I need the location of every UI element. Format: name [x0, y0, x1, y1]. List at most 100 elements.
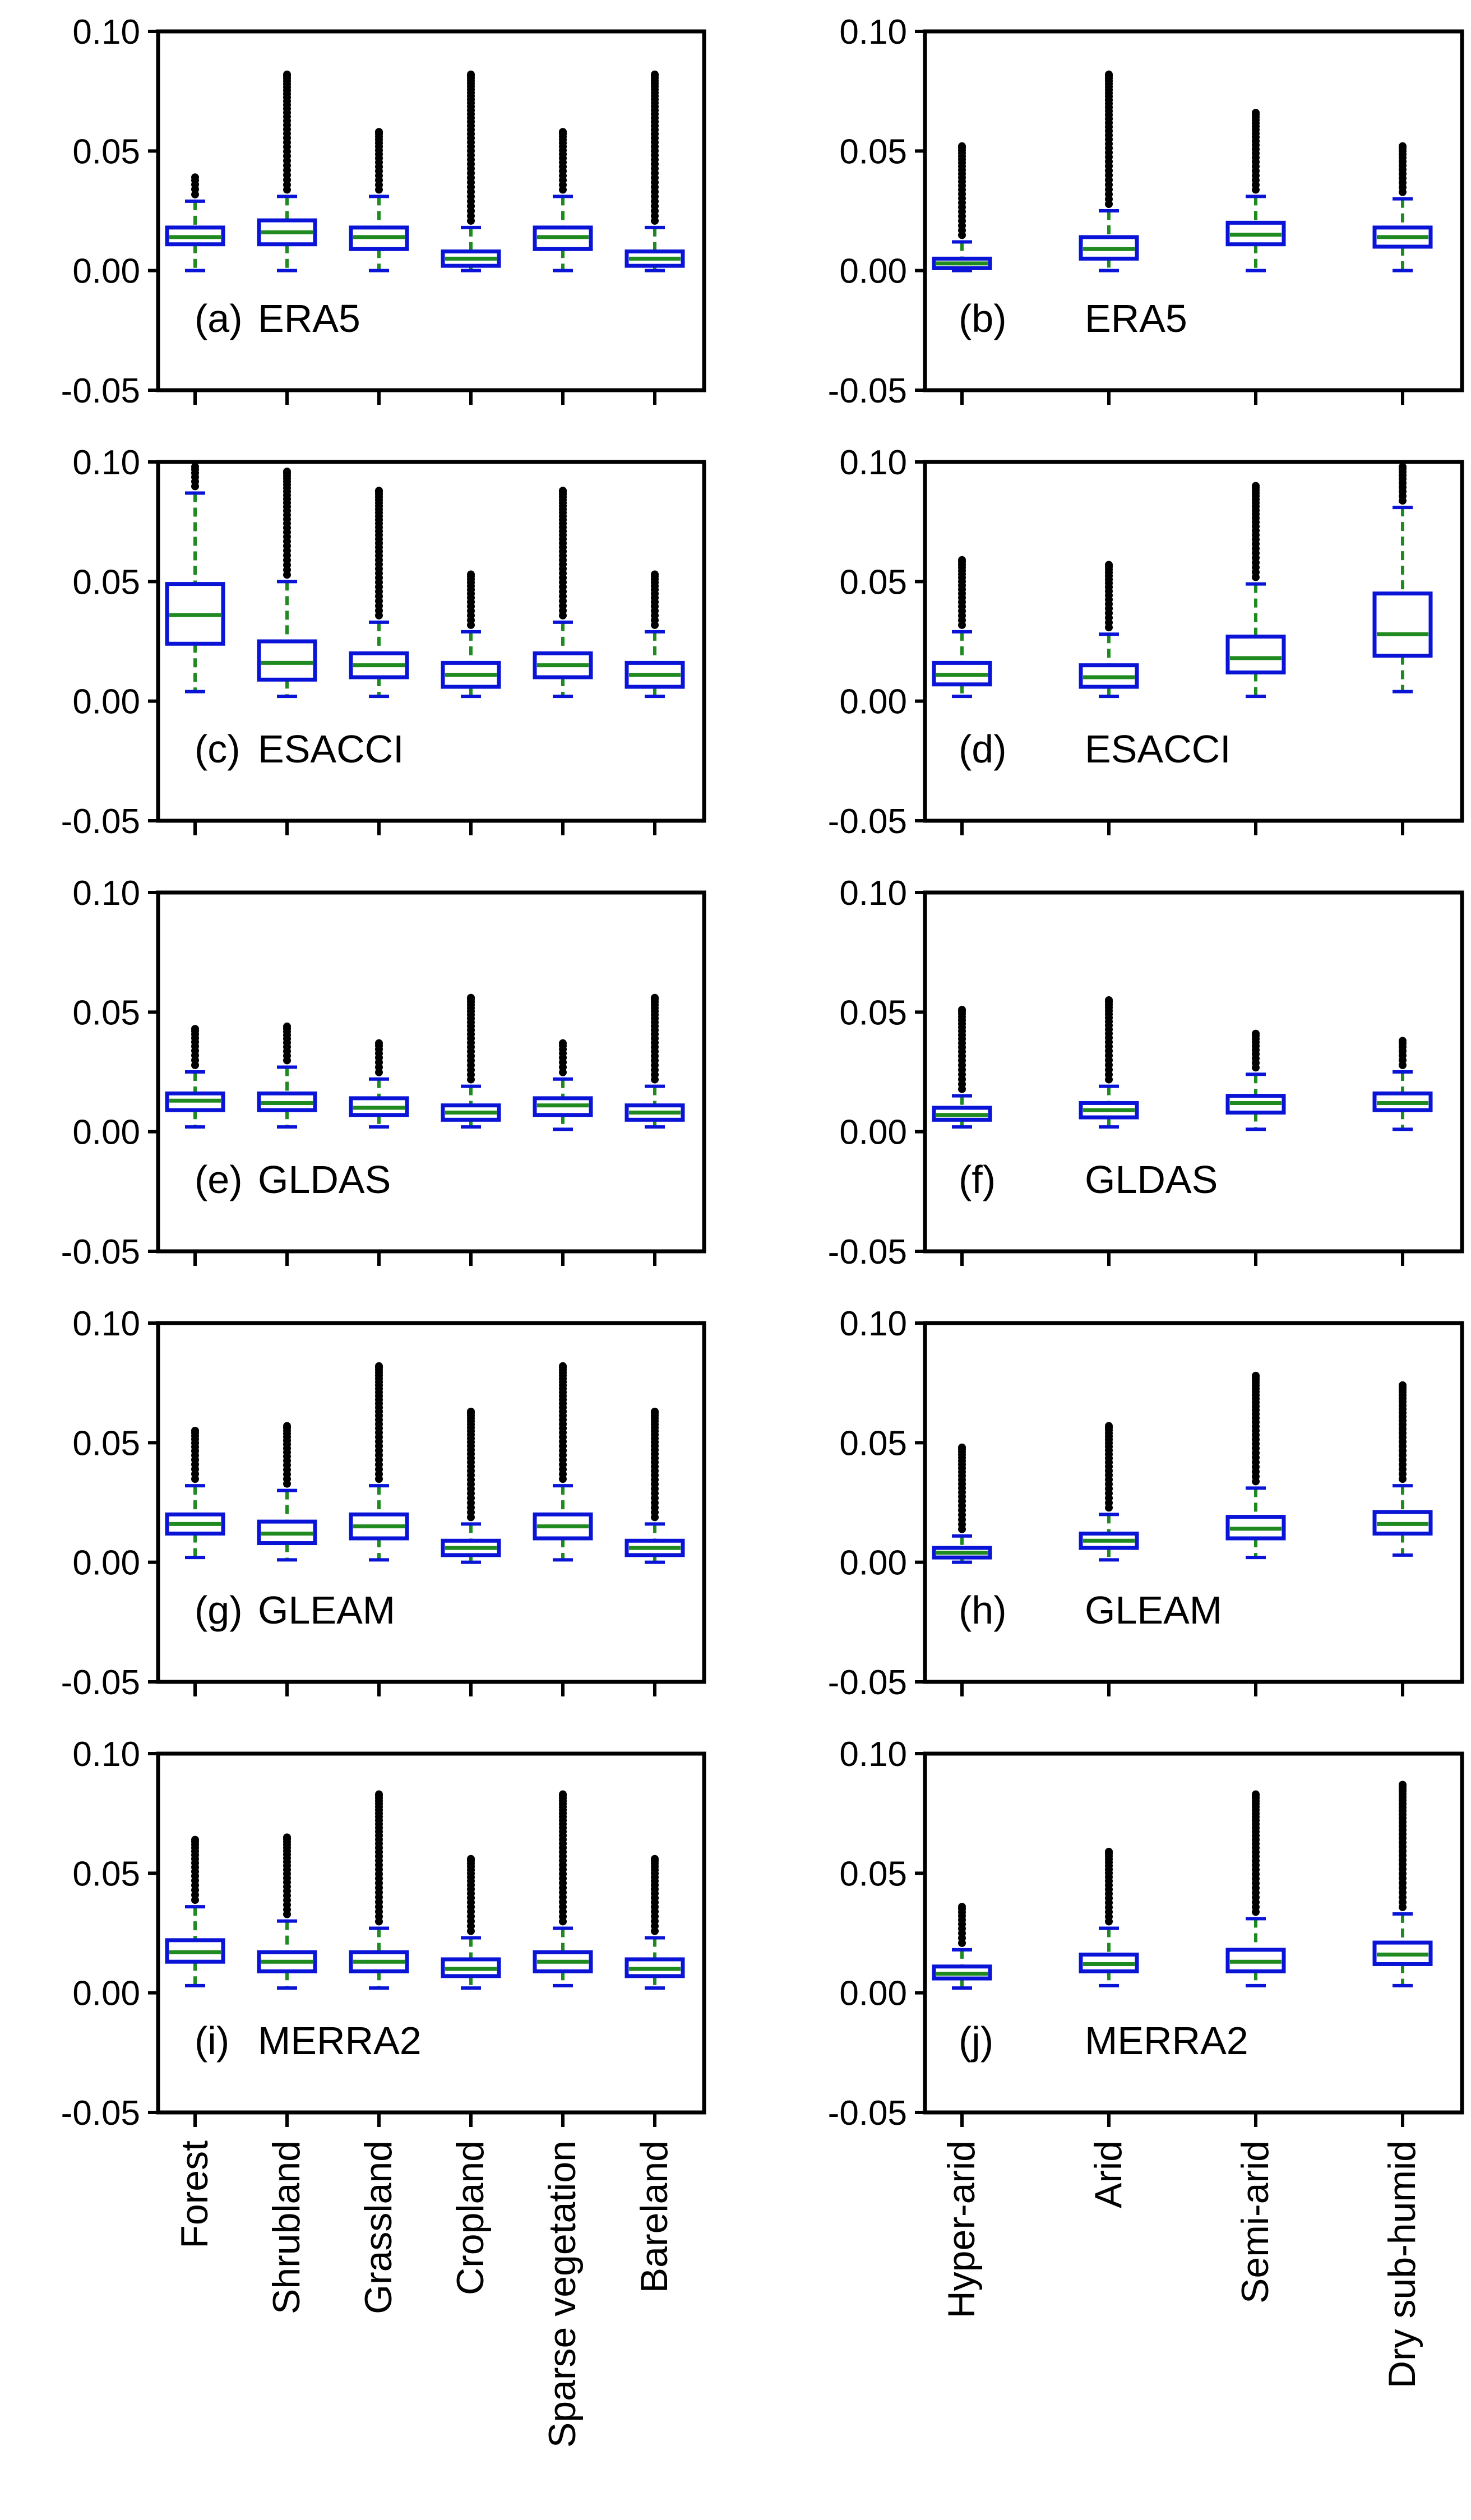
category-label-forest: Forest	[173, 2140, 216, 2249]
panel-i: 0.10 0.05 0.00 -0.05 (i) MERRA2	[61, 1735, 706, 2133]
plot-frame	[156, 1321, 706, 1684]
box-arid	[1079, 996, 1139, 1129]
outlier-point	[651, 1927, 659, 1935]
panel-letter: (j)	[959, 2019, 993, 2063]
panel-a: 0.10 0.05 0.00 -0.05 (a) ERA5	[61, 13, 706, 410]
box-grassland	[349, 1790, 409, 1990]
plot-frame	[923, 1751, 1464, 2115]
panel-letter: (f)	[959, 1158, 996, 1201]
panel-dataset-name: GLEAM	[1085, 1588, 1222, 1632]
outlier-point	[958, 621, 966, 629]
y-tick-label: 0.00	[839, 1544, 907, 1583]
y-tick-label: -0.05	[828, 1663, 907, 1702]
box-forest	[165, 1427, 225, 1560]
panel-dataset-name: MERRA2	[1085, 2019, 1248, 2063]
y-tick-label: 0.00	[72, 683, 140, 722]
y-tick-label: 0.10	[839, 1305, 907, 1343]
panel-b: 0.10 0.05 0.00 -0.05 (b) ERA5	[828, 13, 1464, 410]
box-dry-sub-humid	[1372, 1781, 1433, 1987]
category-label-arid: Arid	[1087, 2140, 1130, 2208]
outlier-point	[191, 190, 199, 198]
box-grassland	[349, 1362, 409, 1562]
panel-e: 0.10 0.05 0.00 -0.05 (e) GLDAS	[61, 874, 706, 1271]
panel-dataset-name: ESACCI	[258, 727, 404, 771]
outlier-point	[375, 1068, 383, 1076]
box-cropland	[441, 70, 501, 272]
outlier-point	[651, 621, 659, 629]
outlier-point	[651, 1075, 659, 1084]
plot-frame	[923, 29, 1464, 392]
outlier-point	[1399, 1061, 1407, 1069]
y-tick-label: 0.10	[72, 1735, 140, 1774]
y-tick-label: 0.00	[839, 683, 907, 722]
y-tick-label: 0.05	[72, 563, 140, 602]
outlier-point	[191, 1061, 199, 1069]
box-shrubland	[257, 70, 317, 272]
iqr-box	[1372, 591, 1433, 658]
box-grassland	[349, 1039, 409, 1129]
y-tick-label: -0.05	[828, 802, 907, 841]
category-label-cropland: Cropland	[449, 2140, 492, 2295]
box-bareland	[625, 70, 685, 272]
y-tick-label: 0.10	[839, 443, 907, 482]
y-tick-label: 0.10	[839, 13, 907, 52]
outlier-point	[467, 621, 475, 629]
box-arid	[1079, 70, 1139, 272]
box-hyper-arid	[932, 1006, 992, 1129]
box-semi-arid	[1225, 1371, 1286, 1560]
outlier-point	[559, 1917, 567, 1926]
panel-dataset-name: GLDAS	[258, 1158, 391, 1201]
outlier-point	[283, 571, 291, 579]
y-tick-label: 0.10	[72, 874, 140, 913]
panel-j: 0.10 0.05 0.00 -0.05 (j) MERRA2	[828, 1735, 1464, 2133]
iqr-box	[1225, 634, 1286, 674]
box-dry-sub-humid	[1372, 1381, 1433, 1557]
outlier-point	[1252, 1477, 1260, 1486]
outlier-point	[1252, 186, 1260, 194]
panel-dataset-name: MERRA2	[258, 2019, 422, 2063]
box-bareland	[625, 1855, 685, 1990]
plot-frame	[923, 1321, 1464, 1684]
box-arid	[1079, 561, 1139, 699]
y-tick-label: 0.00	[72, 1113, 140, 1152]
outlier-point	[283, 1479, 291, 1488]
outlier-point	[191, 1475, 199, 1483]
y-tick-label: -0.05	[61, 1663, 140, 1702]
y-tick-label: -0.05	[61, 1233, 140, 1271]
box-sparse-vegetation	[533, 1790, 593, 1987]
box-forest	[165, 173, 225, 272]
category-label-grassland: Grassland	[357, 2140, 400, 2314]
y-tick-label: 0.10	[839, 874, 907, 913]
box-cropland	[441, 1407, 501, 1564]
outlier-point	[375, 1475, 383, 1483]
outlier-point	[375, 1917, 383, 1926]
box-sparse-vegetation	[533, 487, 593, 699]
outlier-point	[958, 1525, 966, 1533]
y-tick-label: 0.10	[72, 443, 140, 482]
box-shrubland	[257, 1022, 317, 1129]
y-tick-label: 0.05	[839, 1855, 907, 1893]
outlier-point	[1252, 1064, 1260, 1072]
box-forest	[165, 1835, 225, 1987]
category-label-hyper-arid: Hyper-arid	[940, 2140, 983, 2318]
plot-frame	[156, 1751, 706, 2115]
panel-f: 0.10 0.05 0.00 -0.05 (f) GLDAS	[828, 874, 1464, 1271]
box-hyper-arid	[932, 1443, 992, 1564]
box-cropland	[441, 993, 501, 1129]
panel-letter: (c)	[195, 727, 240, 771]
panel-dataset-name: GLEAM	[258, 1588, 395, 1632]
outlier-point	[467, 216, 475, 225]
box-grassland	[349, 487, 409, 699]
panel-letter: (h)	[959, 1588, 1007, 1632]
box-forest	[165, 463, 225, 693]
y-tick-label: 0.05	[839, 993, 907, 1032]
panel-dataset-name: ESACCI	[1085, 727, 1231, 771]
outlier-point	[651, 1513, 659, 1522]
outlier-point	[559, 186, 567, 194]
box-dry-sub-humid	[1372, 1037, 1433, 1131]
y-tick-label: 0.05	[839, 563, 907, 602]
outlier-point	[1399, 497, 1407, 505]
box-hyper-arid	[932, 556, 992, 699]
box-shrubland	[257, 1422, 317, 1562]
box-grassland	[349, 128, 409, 272]
